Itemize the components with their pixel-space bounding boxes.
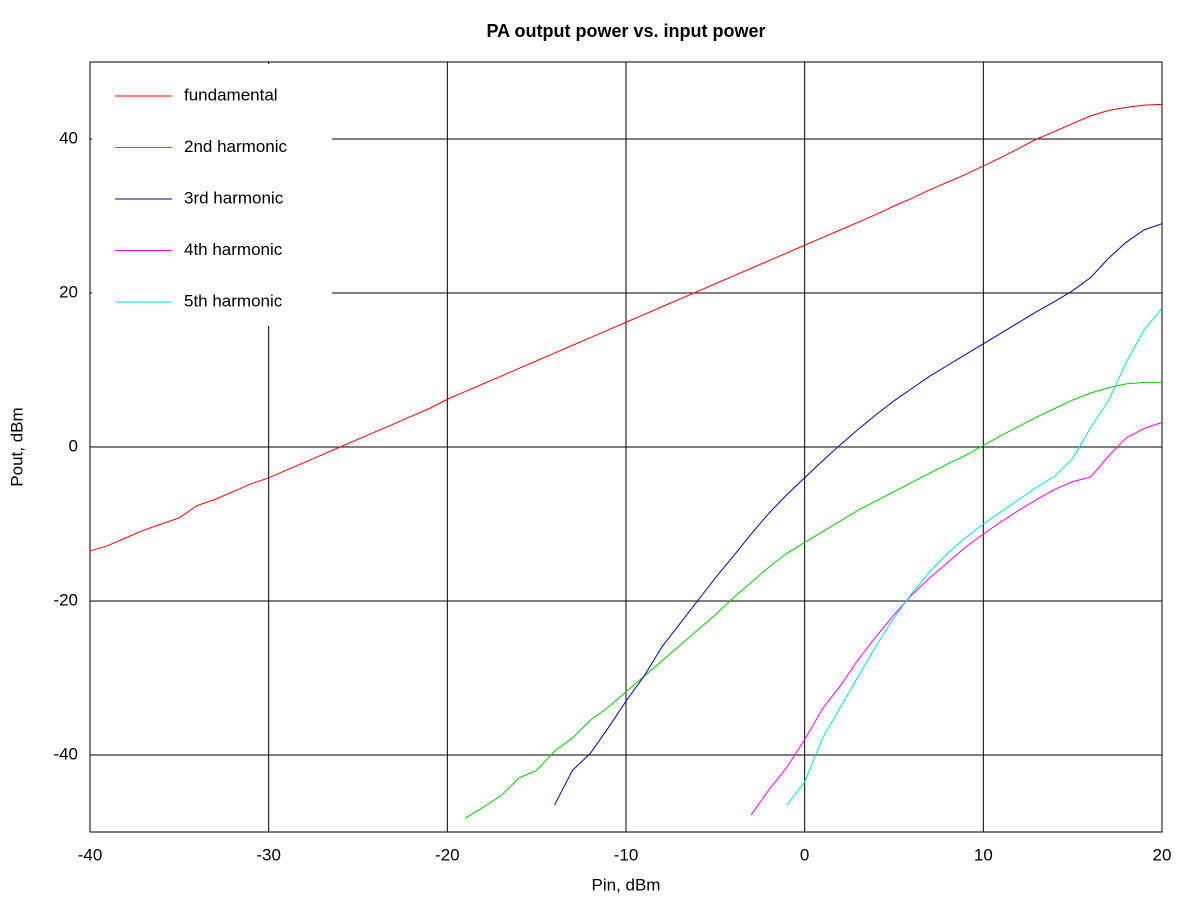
x-tick-label: -40: [78, 845, 103, 864]
series-line: [89, 103, 1163, 552]
y-tick-label: 0: [69, 436, 78, 455]
legend-label: fundamental: [184, 85, 278, 104]
series-line: [750, 421, 1163, 816]
legend-label: 2nd harmonic: [184, 137, 288, 156]
y-tick-label: 20: [59, 282, 78, 301]
legend-label: 3rd harmonic: [184, 188, 284, 207]
y-tick-label: -40: [53, 744, 78, 763]
x-tick-label: -30: [256, 845, 281, 864]
x-tick-label: -20: [435, 845, 460, 864]
series-line: [554, 223, 1163, 806]
legend-box: [92, 64, 332, 326]
y-tick-label: -20: [53, 590, 78, 609]
x-tick-label: 10: [974, 845, 993, 864]
x-tick-label: 20: [1153, 845, 1172, 864]
chart-title: PA output power vs. input power: [487, 21, 766, 41]
y-axis-label: Pout, dBm: [7, 407, 26, 486]
plot-frame: [89, 61, 1163, 833]
x-tick-label: -10: [614, 845, 639, 864]
series-line: [464, 381, 1162, 819]
y-tick-label: 40: [59, 128, 78, 147]
legend-label: 4th harmonic: [184, 240, 283, 259]
x-tick-label: 0: [800, 845, 809, 864]
legend-label: 5th harmonic: [184, 291, 283, 310]
series-line: [786, 308, 1163, 806]
x-axis-label: Pin, dBm: [592, 875, 661, 894]
